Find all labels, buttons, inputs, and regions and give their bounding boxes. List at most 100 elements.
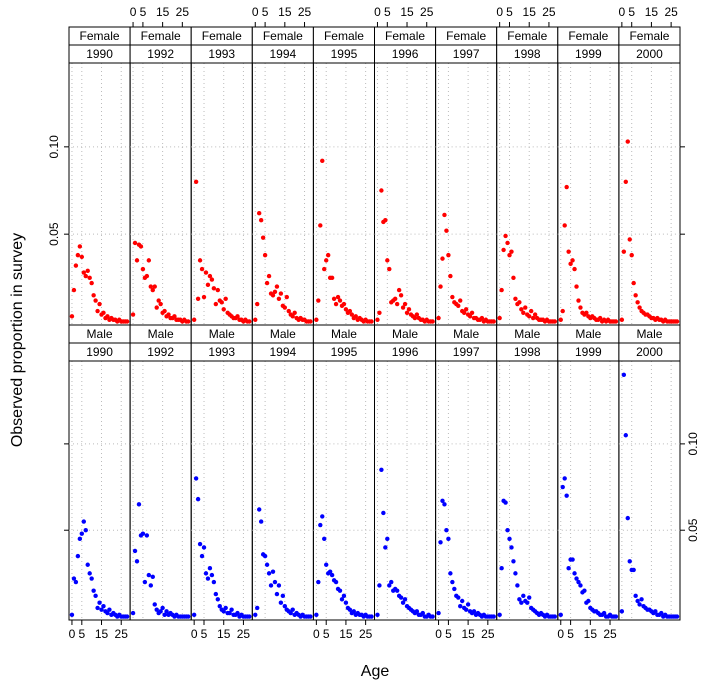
strip-label: 1999: [575, 47, 602, 61]
point: [270, 293, 276, 298]
x-tick-label: 25: [603, 627, 617, 641]
point: [576, 298, 581, 303]
x-tick-label: 0: [130, 5, 137, 19]
strip-label: 2000: [636, 47, 663, 61]
point: [456, 595, 461, 600]
point: [442, 502, 447, 507]
point: [75, 553, 81, 559]
point: [201, 294, 207, 300]
point: [255, 301, 260, 307]
point: [584, 310, 589, 315]
point: [146, 572, 152, 578]
point: [515, 583, 520, 588]
point: [253, 317, 258, 322]
point: [286, 308, 291, 314]
point: [564, 184, 569, 190]
point: [186, 614, 191, 619]
point: [452, 586, 457, 592]
point: [375, 612, 380, 618]
strip: [618, 44, 681, 64]
point: [586, 598, 591, 604]
point: [448, 571, 453, 576]
point: [164, 609, 169, 614]
point: [568, 261, 573, 267]
point: [377, 310, 382, 315]
point: [631, 567, 636, 573]
x-tick-label: 15: [156, 5, 170, 19]
point: [258, 218, 264, 223]
point: [379, 188, 384, 193]
panel: [435, 62, 498, 326]
point: [284, 294, 289, 300]
point: [152, 284, 157, 289]
point: [471, 609, 477, 614]
point: [465, 602, 471, 607]
point: [71, 287, 77, 293]
point: [570, 258, 575, 263]
point: [400, 600, 406, 605]
strip-label: Female: [568, 29, 608, 43]
point: [260, 235, 266, 240]
point: [327, 569, 333, 574]
panel: [68, 62, 131, 326]
point: [562, 476, 567, 481]
point: [75, 252, 81, 258]
point: [467, 314, 473, 319]
point: [402, 597, 408, 602]
point: [497, 315, 502, 321]
point: [623, 433, 628, 438]
point: [134, 258, 140, 263]
point: [511, 275, 516, 281]
point: [320, 158, 325, 164]
point: [144, 273, 150, 279]
point: [337, 588, 343, 593]
point: [440, 498, 445, 504]
point: [158, 301, 163, 307]
point: [203, 270, 209, 275]
strip-label: Female: [202, 29, 242, 43]
point: [292, 310, 297, 315]
point: [398, 293, 404, 298]
point: [438, 284, 443, 289]
strip-label: 1993: [208, 47, 235, 61]
point: [521, 310, 526, 315]
point: [574, 576, 579, 581]
point: [444, 528, 449, 533]
point: [509, 545, 514, 550]
point: [235, 314, 240, 319]
point: [99, 607, 104, 612]
point: [101, 310, 106, 315]
point: [85, 562, 90, 567]
point: [162, 308, 167, 314]
point: [324, 562, 329, 567]
strip-label: 1995: [331, 47, 358, 61]
point: [387, 266, 392, 272]
x-tick-label: 5: [445, 627, 452, 641]
point: [97, 600, 102, 605]
point: [130, 312, 136, 317]
point: [558, 612, 563, 618]
point: [148, 284, 153, 289]
x-tick-label: 25: [542, 5, 556, 19]
x-tick-label: 5: [262, 5, 269, 19]
point: [339, 597, 345, 602]
point: [511, 559, 516, 564]
point: [412, 315, 418, 321]
point: [436, 315, 441, 321]
point: [503, 233, 508, 239]
point: [193, 179, 199, 184]
x-tick-label: 0: [557, 627, 564, 641]
point: [659, 610, 664, 616]
x-tick-label: 5: [323, 627, 330, 641]
x-tick-label: 0: [619, 5, 626, 19]
point: [517, 597, 522, 602]
point: [95, 605, 100, 611]
point: [316, 298, 321, 303]
point: [653, 609, 658, 614]
point: [513, 296, 518, 301]
strip-label: Male: [514, 327, 540, 341]
x-tick-label: 5: [384, 5, 391, 19]
point: [158, 609, 163, 614]
point: [619, 609, 625, 614]
panel: [251, 62, 314, 326]
